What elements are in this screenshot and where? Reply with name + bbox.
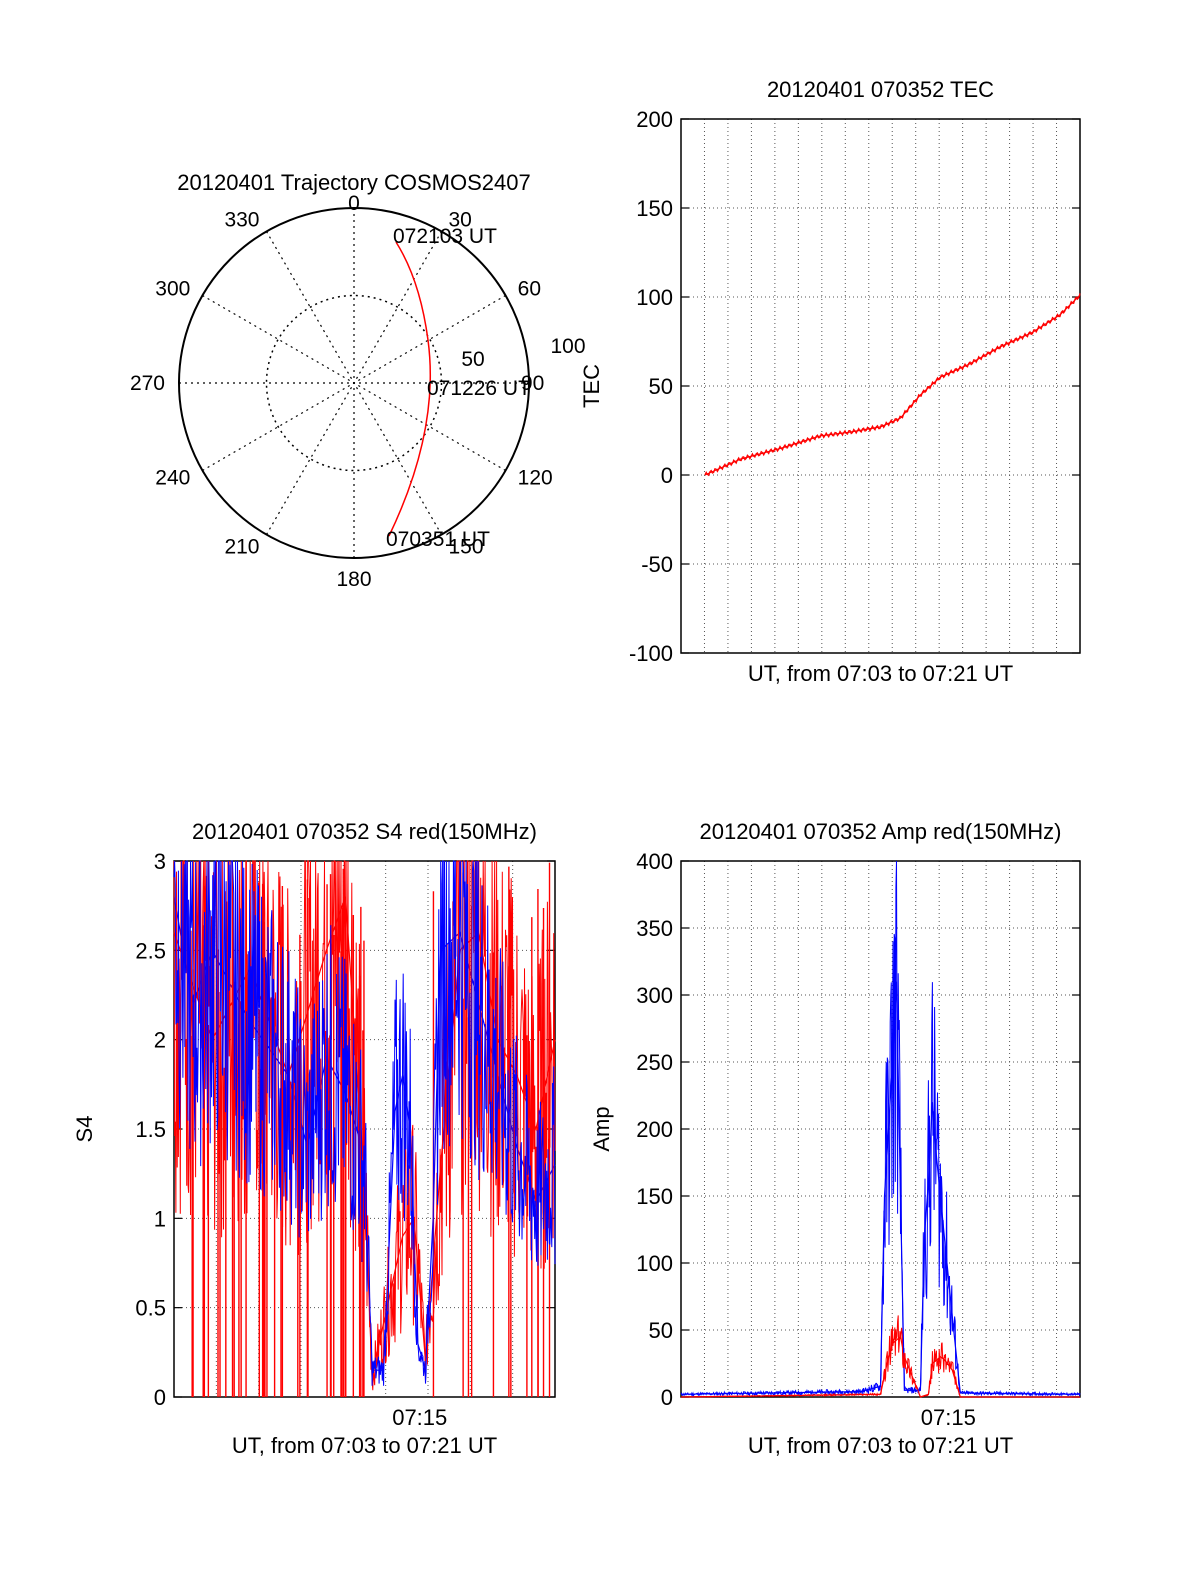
amp-ylabel: Amp (589, 1106, 614, 1151)
amp-ytick-label: 50 (649, 1318, 673, 1343)
s4-ytick-label: 0 (154, 1385, 166, 1410)
azimuth-label-240: 240 (155, 467, 190, 490)
radius-label-100: 100 (550, 335, 585, 358)
s4-ytick-label: 0.5 (135, 1296, 166, 1321)
s4-ytick-label: 1 (154, 1206, 166, 1231)
tec-ytick-label: 150 (636, 196, 673, 221)
azimuth-label-30: 30 (449, 208, 472, 231)
azimuth-label-90: 90 (521, 372, 544, 395)
s4-ytick-label: 1.5 (135, 1117, 166, 1142)
s4-xlabel: UT, from 07:03 to 07:21 UT (232, 1433, 497, 1458)
amp-blue-texture (680, 860, 1081, 1398)
amp-ytick-label: 0 (661, 1385, 673, 1410)
azimuth-label-60: 60 (518, 278, 541, 301)
azimuth-label-0: 0 (348, 192, 360, 215)
tec-ytick-label: -50 (641, 552, 673, 577)
s4-line-chart: 20120401 070352 S4 red(150MHz) 3 2.5 2 1.5 1 0… (72, 819, 556, 1458)
marker-label-end: 070351 UT (386, 528, 490, 551)
tec-series-red (704, 294, 1081, 476)
amp-ytick-label: 300 (636, 983, 673, 1008)
amp-frame (680, 860, 1081, 1398)
tec-ylabel: TEC (579, 364, 604, 408)
s4-blue-texture (173, 860, 556, 1386)
azimuth-label-270: 270 (130, 372, 165, 395)
amp-xtick-label: 07:15 (921, 1405, 976, 1430)
s4-ylabel: S4 (72, 1116, 97, 1143)
s4-ytick-label: 2.5 (135, 938, 166, 963)
azimuth-label-300: 300 (155, 278, 190, 301)
marker-label-mid: 071226 UT (427, 377, 531, 400)
amp-red-texture (681, 1315, 1080, 1398)
polar-grid-ring (265, 294, 443, 472)
amp-ytick-label: 100 (636, 1251, 673, 1276)
tec-ytick-label: -100 (629, 641, 673, 666)
tec-ytick-label: 100 (636, 285, 673, 310)
tec-title: 20120401 070352 TEC (767, 77, 994, 102)
azimuth-label-180: 180 (336, 568, 371, 591)
azimuth-label-120: 120 (518, 467, 553, 490)
s4-ytick-label: 2 (154, 1028, 166, 1053)
amp-ytick-label: 400 (636, 849, 673, 874)
tec-ytick-label: 0 (661, 463, 673, 488)
tec-frame (680, 118, 1081, 654)
s4-title: 20120401 070352 S4 red(150MHz) (192, 819, 537, 844)
tec-line-chart: 20120401 070352 TEC 200 150 100 50 0 -50 -100 UT… (579, 77, 1081, 686)
amp-ytick-label: 200 (636, 1117, 673, 1142)
s4-ytick-label: 3 (154, 849, 166, 874)
amp-title: 20120401 070352 Amp red(150MHz) (699, 819, 1061, 844)
azimuth-label-210: 210 (224, 536, 259, 559)
trajectory-line (388, 241, 432, 537)
azimuth-label-150: 150 (449, 536, 484, 559)
amp-xlabel: UT, from 07:03 to 07:21 UT (748, 1433, 1013, 1458)
s4-xtick-label: 07:15 (392, 1405, 447, 1430)
marker-label-start: 072103 UT (393, 225, 497, 248)
tec-ytick-label: 200 (636, 107, 673, 132)
azimuth-label-330: 330 (224, 208, 259, 231)
amp-ytick-label: 150 (636, 1184, 673, 1209)
tec-ytick-label: 50 (649, 374, 673, 399)
amp-ytick-label: 250 (636, 1050, 673, 1075)
radius-label-50: 50 (461, 348, 484, 371)
polar-title: 20120401 Trajectory COSMOS2407 (177, 170, 530, 195)
amp-ytick-label: 350 (636, 916, 673, 941)
tec-xlabel: UT, from 07:03 to 07:21 UT (748, 661, 1013, 686)
amp-series-blue (680, 981, 1081, 1395)
polar-spoke (265, 231, 443, 535)
tec-series-detail (704, 293, 1081, 477)
amp-line-chart: 20120401 070352 Amp red(150MHz) 400 350 300… (589, 819, 1081, 1458)
